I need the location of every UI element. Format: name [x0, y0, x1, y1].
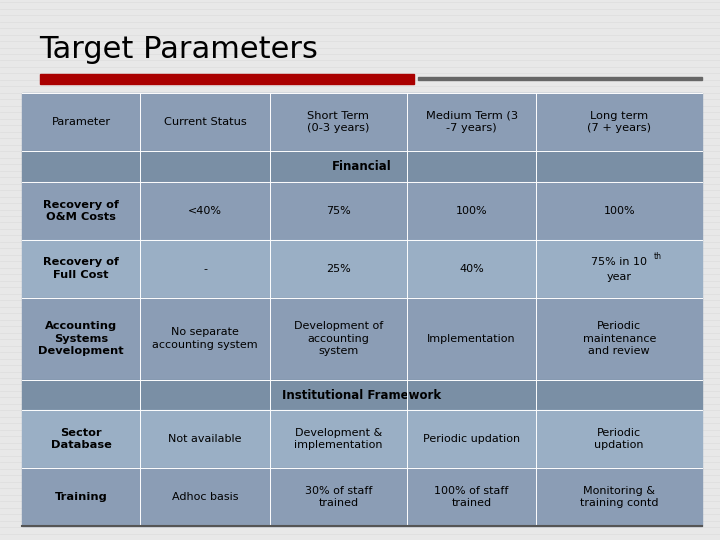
Text: Periodic
maintenance
and review: Periodic maintenance and review [582, 321, 656, 356]
Text: 100%: 100% [456, 206, 487, 216]
Bar [22, 468, 702, 526]
Text: Sector
Database: Sector Database [50, 428, 112, 450]
Bar [22, 380, 702, 410]
Text: No separate
accounting system: No separate accounting system [153, 327, 258, 350]
Text: Short Term
(0-3 years): Short Term (0-3 years) [307, 111, 369, 133]
Text: Not available: Not available [168, 434, 242, 444]
Text: Financial: Financial [332, 160, 392, 173]
Bar [40, 74, 414, 84]
Text: Recovery of
Full Cost: Recovery of Full Cost [43, 258, 119, 280]
Text: Recovery of
O&M Costs: Recovery of O&M Costs [43, 200, 119, 222]
Text: Long term
(7 + years): Long term (7 + years) [588, 111, 651, 133]
Text: 30% of staff
trained: 30% of staff trained [305, 486, 372, 508]
Text: 75% in 10: 75% in 10 [591, 257, 647, 267]
Text: Target Parameters: Target Parameters [40, 35, 318, 64]
Text: 100%: 100% [603, 206, 635, 216]
Text: Implementation: Implementation [427, 334, 516, 343]
Text: Parameter: Parameter [51, 117, 111, 127]
Text: Development of
accounting
system: Development of accounting system [294, 321, 383, 356]
Text: Periodic
updation: Periodic updation [595, 428, 644, 450]
Bar [22, 410, 702, 468]
Bar [22, 298, 702, 380]
Bar [22, 151, 702, 182]
Text: Monitoring &
training contd: Monitoring & training contd [580, 486, 659, 508]
Bar [22, 240, 702, 298]
Bar [418, 77, 702, 80]
Text: year: year [607, 272, 631, 282]
Text: Accounting
Systems
Development: Accounting Systems Development [38, 321, 124, 356]
Bar [22, 182, 702, 240]
Text: Institutional Framework: Institutional Framework [282, 388, 441, 402]
Text: -: - [203, 264, 207, 274]
Text: 75%: 75% [326, 206, 351, 216]
Text: 25%: 25% [326, 264, 351, 274]
Text: Adhoc basis: Adhoc basis [172, 492, 238, 502]
Text: Periodic updation: Periodic updation [423, 434, 520, 444]
Text: th: th [654, 252, 662, 261]
Text: Development &
implementation: Development & implementation [294, 428, 382, 450]
Text: Medium Term (3
-7 years): Medium Term (3 -7 years) [426, 111, 518, 133]
Text: 40%: 40% [459, 264, 484, 274]
Text: Current Status: Current Status [164, 117, 246, 127]
Bar [22, 93, 702, 151]
Text: Training: Training [55, 492, 107, 502]
Text: <40%: <40% [188, 206, 222, 216]
Text: 100% of staff
trained: 100% of staff trained [434, 486, 509, 508]
